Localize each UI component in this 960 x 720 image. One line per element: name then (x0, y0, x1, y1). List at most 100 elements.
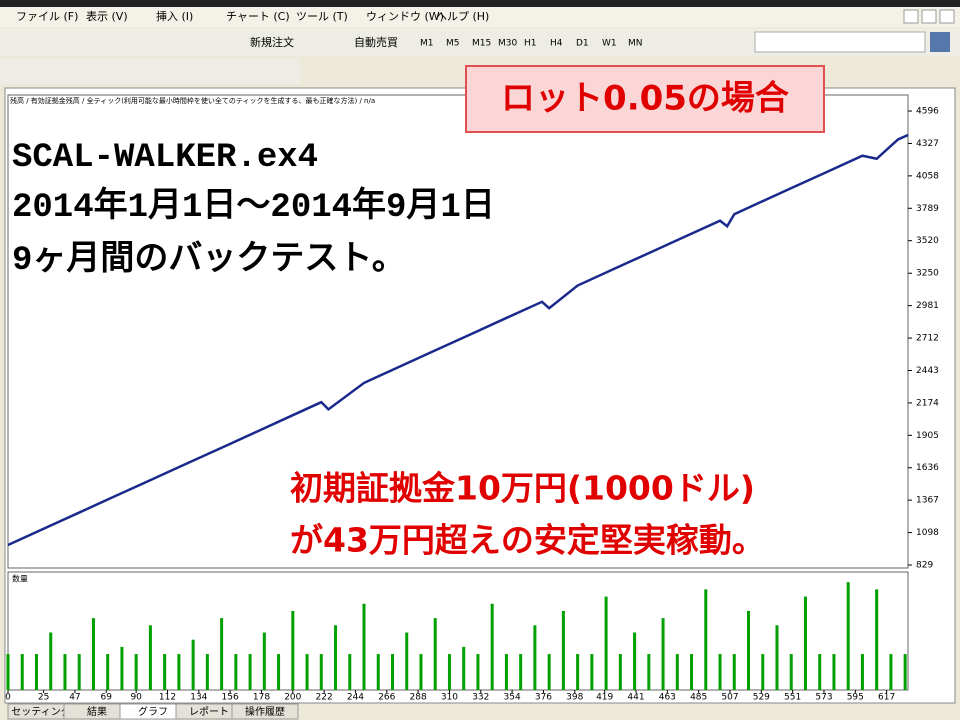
menu-item[interactable]: チャート (C) (226, 10, 290, 23)
x-tick-label: 178 (253, 693, 270, 703)
x-tick-label: 25 (38, 693, 49, 703)
minimize-button[interactable] (903, 9, 919, 24)
volume-bar (419, 654, 423, 690)
y-tick-label: 3520 (916, 236, 939, 246)
volume-bar (177, 654, 181, 690)
x-tick-label: 288 (410, 693, 427, 703)
y-tick-label: 2981 (916, 301, 939, 311)
volume-bar (732, 654, 736, 690)
menu-item[interactable]: ヘルプ (H) (436, 10, 489, 23)
y-tick-label: 4596 (916, 107, 939, 117)
volume-bar (803, 596, 807, 690)
volume-bar (262, 632, 266, 690)
volume-bar (490, 603, 494, 690)
timeframe-button[interactable]: M1 (420, 39, 434, 49)
tabs: セッティング 結果 グラフ レポート 操作履歴 (7, 703, 299, 720)
tab-label[interactable]: レポート (189, 706, 229, 718)
y-tick-label: 4327 (916, 139, 939, 149)
x-tick-label: 222 (316, 693, 333, 703)
y-tick-label: 2174 (916, 398, 939, 408)
menu-item[interactable]: 表示 (V) (86, 9, 128, 23)
volume-label: 数量 (12, 574, 28, 584)
volume-bar (191, 639, 195, 690)
volume-bar (476, 654, 480, 690)
balance-line (7, 133, 909, 547)
volume-bar (220, 618, 224, 690)
title-bar (0, 0, 960, 7)
timeframe-button[interactable]: M15 (472, 39, 491, 49)
volume-bar (462, 646, 466, 690)
volume-bar (547, 654, 551, 690)
volume-bar (49, 632, 53, 690)
menu-item[interactable]: ファイル (F) (16, 10, 78, 23)
annotation-red: 初期証拠金10万円(1000ドル) (290, 469, 755, 508)
timeframe-button[interactable]: H1 (524, 39, 537, 49)
toolbar-button[interactable]: 新規注文 (250, 35, 294, 49)
restore-button[interactable] (921, 9, 937, 24)
y-tick-label: 4058 (916, 171, 939, 181)
close-button[interactable] (939, 9, 955, 24)
x-tick-label: 507 (721, 693, 738, 703)
x-tick-label: 0 (5, 693, 11, 703)
plot: 829 1098 1367 1636 1905 2174 2443 2712 2981 3250 3… (5, 107, 939, 703)
x-tick-label: 419 (596, 693, 613, 703)
timeframe-button[interactable]: W1 (602, 39, 617, 49)
tab[interactable] (231, 703, 299, 720)
volume-bar (34, 654, 38, 690)
x-tick-label: 69 (101, 693, 113, 703)
volume-bar (761, 654, 765, 690)
volume-bar (148, 625, 152, 690)
timeframe-button[interactable]: MN (628, 39, 643, 49)
x-tick-label: 332 (472, 693, 489, 703)
volume-bar (647, 654, 651, 690)
volume-bar (775, 625, 779, 690)
volume-bar (390, 654, 394, 690)
volume-pane (7, 571, 909, 691)
volume-bar (576, 654, 580, 690)
tab-label[interactable]: セッティング (11, 705, 70, 718)
x-tick-label: 573 (815, 693, 832, 703)
x-tick-label: 47 (69, 693, 80, 703)
volume-bar (163, 654, 167, 690)
annotation-line: 2014年1月1日～2014年9月1日 (12, 186, 495, 227)
y-tick-label: 3250 (916, 269, 939, 279)
menu-item[interactable]: 挿入 (I) (156, 9, 193, 23)
timeframe-button[interactable]: H4 (550, 39, 563, 49)
x-tick-label: 398 (566, 693, 583, 703)
x-tick-label: 156 (222, 693, 239, 703)
search-box[interactable] (754, 31, 926, 53)
volume-bar (277, 654, 281, 690)
timeframe-button[interactable]: D1 (576, 39, 589, 49)
menu: ファイル (F) 表示 (V) 挿入 (I) チャート (C) ツール (T) ウィンドウ… (16, 9, 489, 23)
volume-bar (305, 654, 309, 690)
tab-label[interactable]: 操作履歴 (245, 705, 285, 718)
volume-bar (405, 632, 409, 690)
menu-item[interactable]: ウィンドウ (W) (366, 10, 444, 23)
volume-bar (20, 654, 24, 690)
x-tick-label: 376 (535, 693, 552, 703)
volume-bar (106, 654, 110, 690)
toolbar-button[interactable]: 自動売買 (354, 35, 398, 49)
timeframe-button[interactable]: M30 (498, 39, 517, 49)
x-tick-label: 485 (690, 693, 707, 703)
x-tick-label: 463 (659, 693, 676, 703)
timeframe-button[interactable]: M5 (446, 39, 460, 49)
volume-bar (590, 654, 594, 690)
main-pane (7, 94, 909, 569)
volume-bar (63, 654, 67, 690)
chat-button[interactable] (930, 32, 950, 52)
volume-bar (447, 654, 451, 690)
tab-label[interactable]: グラフ (138, 705, 168, 718)
menu-item[interactable]: ツール (T) (296, 10, 348, 23)
y-tick-label: 1367 (916, 496, 939, 506)
volume-bar (376, 654, 380, 690)
tab-label[interactable]: 結果 (87, 705, 107, 718)
volume-bar (504, 654, 508, 690)
volume-bar (832, 654, 836, 690)
volume-bar (704, 589, 708, 690)
volume-bar (604, 596, 608, 690)
volume-bar (120, 646, 124, 690)
x-tick-label: 244 (347, 693, 364, 703)
chart-header: 残高 / 有効証拠金残高 / 全ティック(利用可能な最小時間枠を使い全てのティッ… (10, 96, 375, 105)
volume-bar (903, 654, 907, 690)
